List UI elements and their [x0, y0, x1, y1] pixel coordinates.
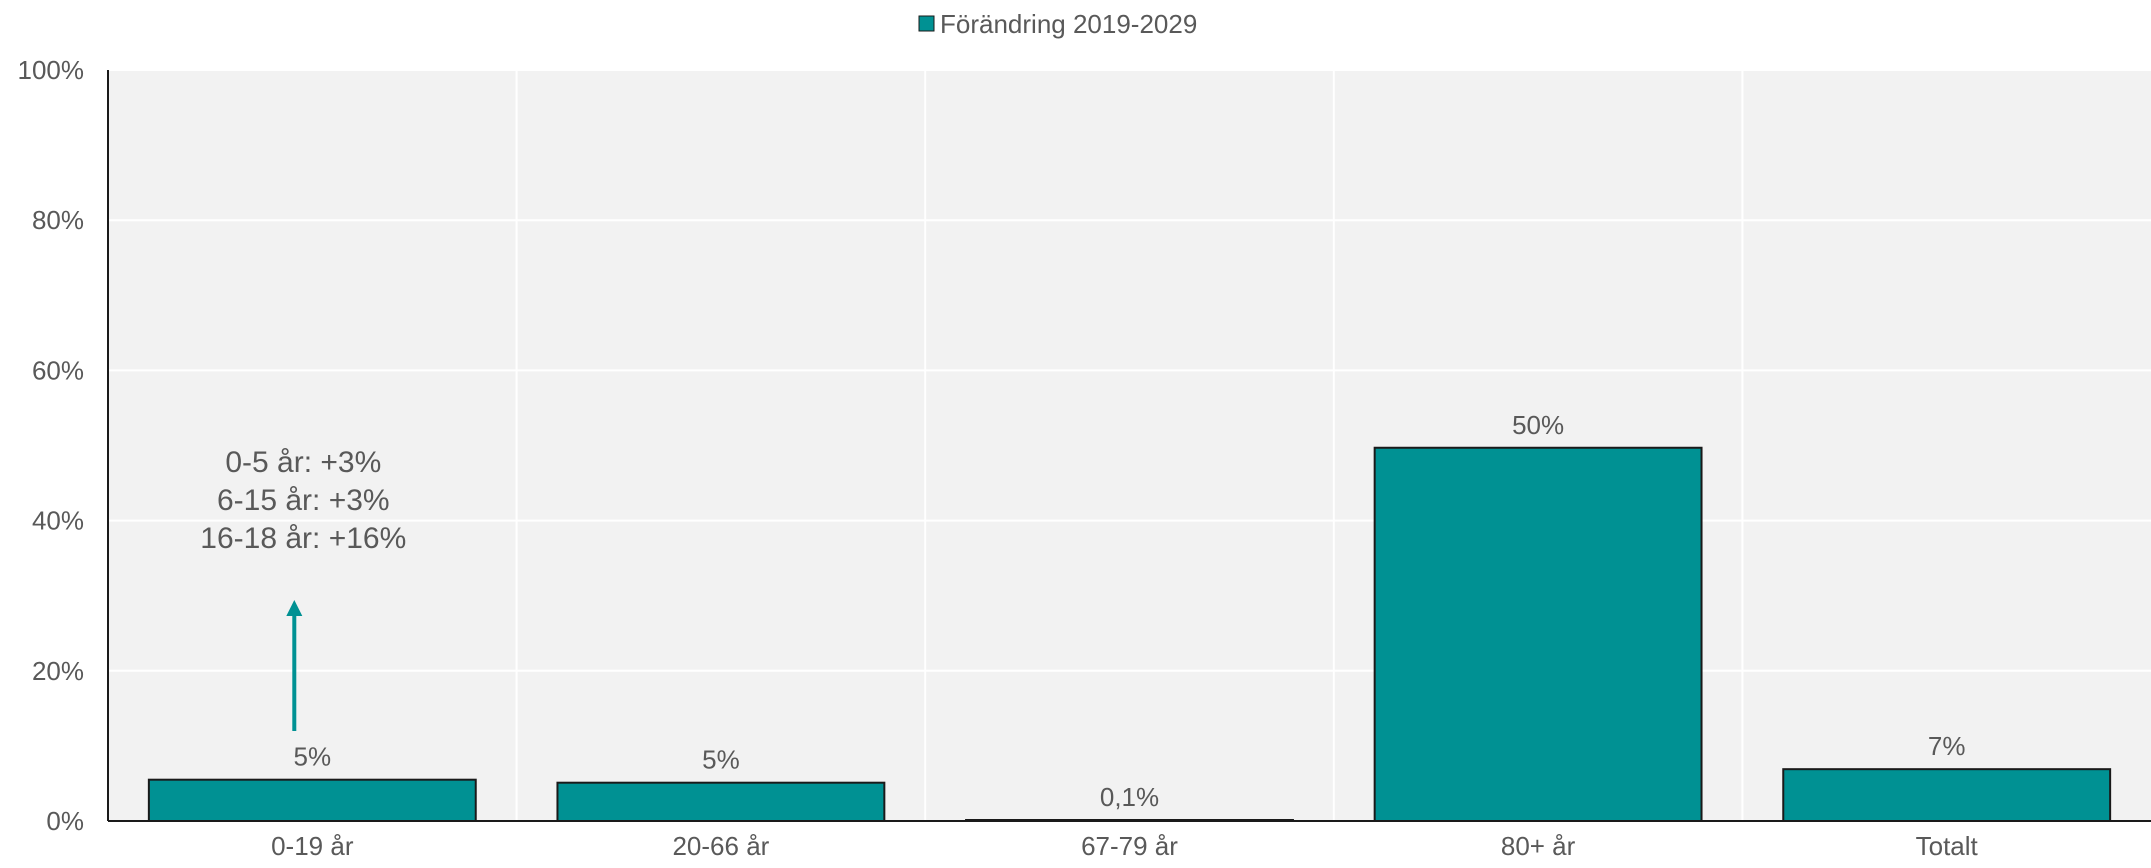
annotation-line: 6-15 år: +3%	[217, 484, 390, 517]
legend-label: Förändring 2019-2029	[940, 9, 1197, 39]
x-tick-label: 0-19 år	[271, 831, 354, 861]
data-label: 0,1%	[1100, 782, 1159, 812]
grid	[108, 69, 2151, 821]
bars: 5% 5% 0,1% 50% 7%	[147, 410, 2112, 823]
plot-area	[108, 70, 2151, 821]
bar	[147, 778, 477, 823]
annotation: 0-5 år: +3% 6-15 år: +3% 16-18 år: +16%	[200, 446, 406, 731]
data-label: 5%	[702, 745, 740, 775]
x-axis: 0-19 år 20-66 år 67-79 år 80+ år Totalt	[108, 820, 2151, 861]
annotation-arrow-head-icon	[286, 600, 303, 616]
y-axis: 0% 20% 40% 60% 80% 100%	[18, 55, 109, 836]
annotation-line: 0-5 år: +3%	[225, 446, 381, 479]
x-tick-label: 20-66 år	[672, 831, 769, 861]
y-tick-label: 0%	[46, 806, 84, 836]
y-tick-label: 40%	[32, 506, 84, 536]
legend-swatch	[918, 15, 935, 32]
x-tick-label: 80+ år	[1501, 831, 1576, 861]
y-tick-label: 80%	[32, 205, 84, 235]
legend: Förändring 2019-2029	[918, 9, 1197, 39]
x-tick-label: 67-79 år	[1081, 831, 1178, 861]
y-tick-label: 100%	[18, 55, 85, 85]
bar	[1782, 768, 2112, 823]
data-label: 5%	[294, 742, 332, 772]
data-label: 50%	[1512, 410, 1564, 440]
annotation-line: 16-18 år: +16%	[200, 522, 406, 555]
x-tick-label: Totalt	[1916, 831, 1979, 861]
bar	[1373, 446, 1703, 822]
bar	[556, 781, 886, 822]
y-tick-label: 20%	[32, 656, 84, 686]
y-tick-label: 60%	[32, 355, 84, 385]
data-label: 7%	[1928, 731, 1966, 761]
